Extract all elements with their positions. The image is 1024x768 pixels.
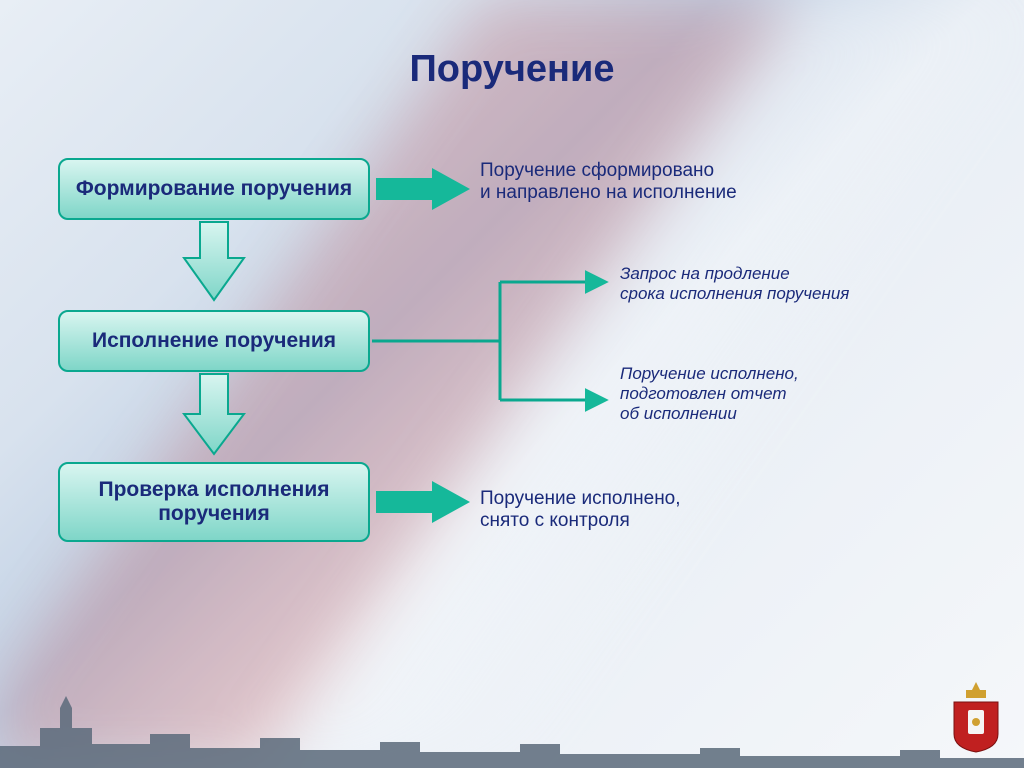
bracket-split-icon bbox=[372, 282, 604, 400]
skyline-silhouette-icon bbox=[0, 678, 1024, 768]
arrow-right-1-icon bbox=[376, 168, 470, 210]
arrow-right-3-icon bbox=[376, 481, 470, 523]
arrow-down-1-icon bbox=[184, 222, 244, 300]
emblem-icon bbox=[946, 680, 1006, 754]
connectors bbox=[0, 0, 1024, 768]
arrow-down-2-icon bbox=[184, 374, 244, 454]
